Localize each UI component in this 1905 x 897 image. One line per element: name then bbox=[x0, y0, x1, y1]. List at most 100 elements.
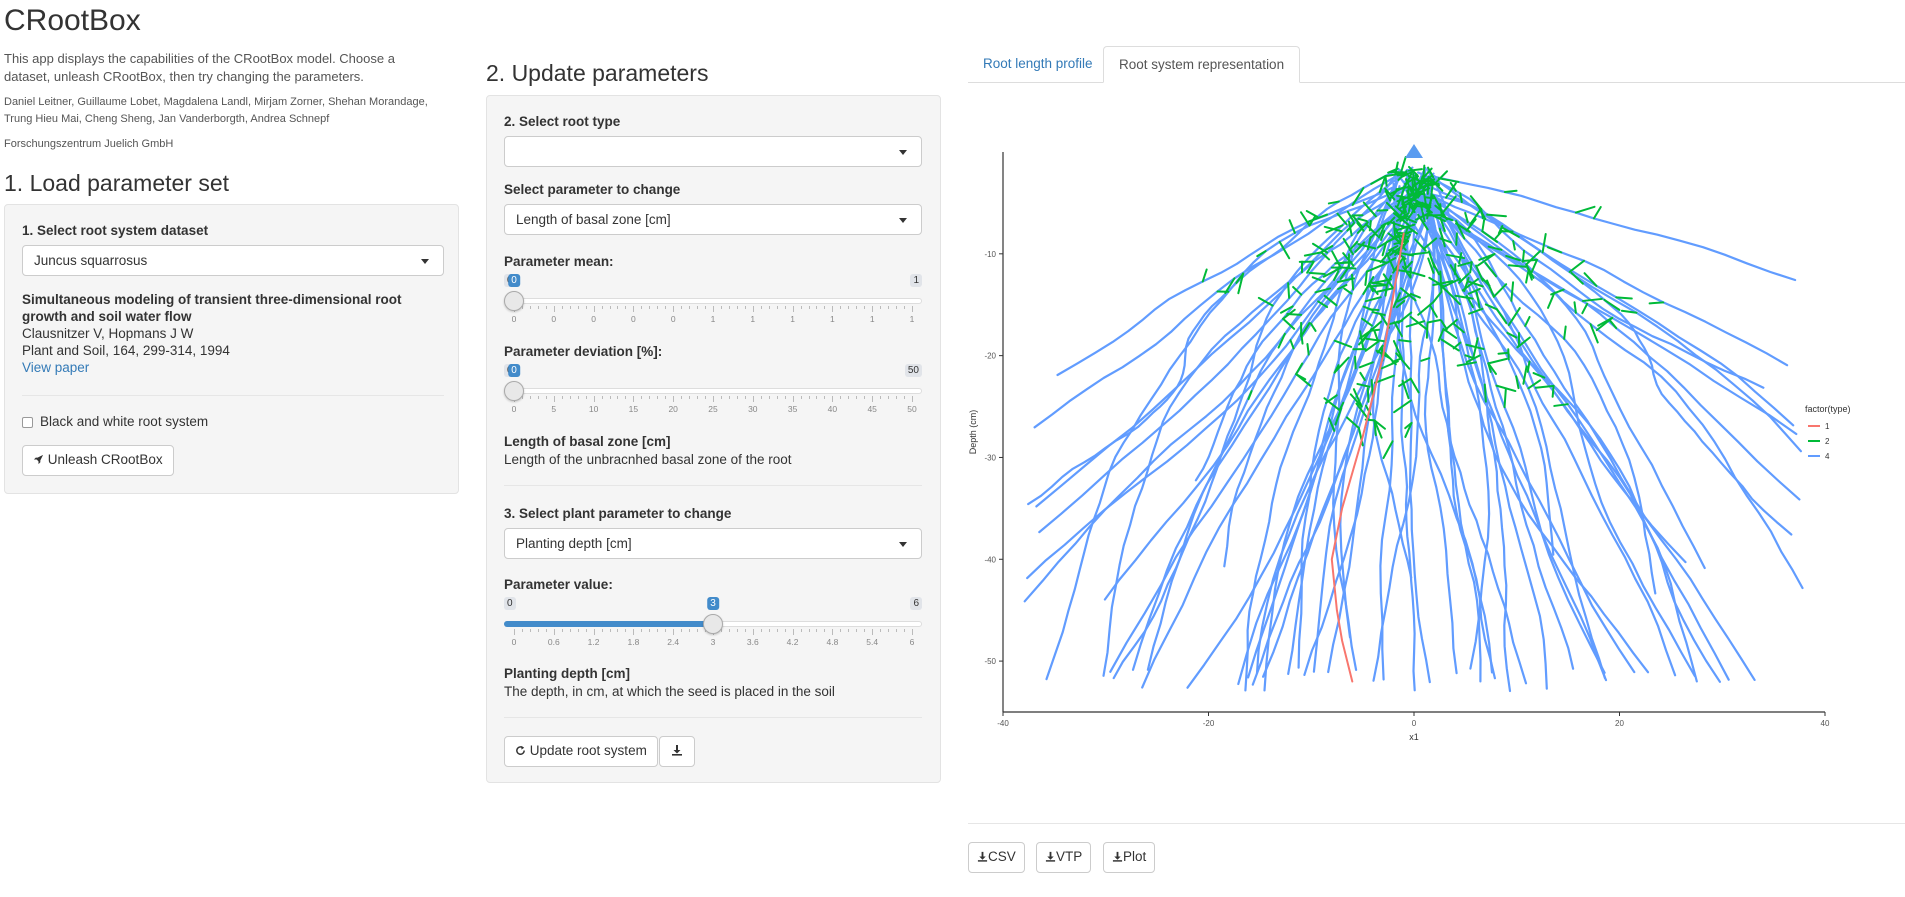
root-lateral-type2 bbox=[1432, 290, 1443, 304]
download-plot-button[interactable]: Plot bbox=[1103, 842, 1156, 873]
root-lateral-type2 bbox=[1527, 379, 1542, 390]
slider-tick bbox=[752, 396, 754, 402]
root-lateral-type2 bbox=[1432, 280, 1454, 287]
slider-tick bbox=[912, 396, 913, 402]
slider-minor-tick bbox=[545, 306, 547, 309]
tab-root-system-representation[interactable]: Root system representation bbox=[1103, 46, 1301, 83]
app-title: CRootBox bbox=[4, 4, 141, 37]
root-lateral-type2 bbox=[1308, 271, 1326, 276]
root-branch-type4 bbox=[1035, 175, 1436, 508]
root-lateral-type2 bbox=[1355, 402, 1370, 421]
root-lateral-type2 bbox=[1475, 264, 1484, 282]
root-lateral-type2 bbox=[1282, 317, 1296, 330]
root-lateral-type2 bbox=[1397, 311, 1413, 324]
root-lateral-type2 bbox=[1541, 232, 1547, 254]
slider-tick-label: 0 bbox=[511, 404, 517, 414]
slider-minor-tick bbox=[800, 396, 802, 399]
root-lateral-type2 bbox=[1583, 272, 1598, 287]
download-label: Plot bbox=[1123, 849, 1147, 864]
root-lateral-type2 bbox=[1412, 202, 1432, 207]
root-lateral-type2 bbox=[1419, 203, 1426, 223]
root-lateral-type2 bbox=[1452, 341, 1462, 350]
root-lateral-type2 bbox=[1438, 227, 1446, 248]
root-lateral-type2 bbox=[1534, 384, 1555, 389]
slider-minor-tick bbox=[697, 306, 699, 309]
slider-track[interactable] bbox=[504, 298, 922, 304]
root-lateral-type2 bbox=[1381, 242, 1387, 257]
param-select[interactable]: Length of basal zone [cm] bbox=[504, 204, 922, 235]
slider-minor-tick bbox=[848, 306, 850, 309]
root-lateral-type2 bbox=[1356, 382, 1371, 388]
slider-tick-label: 1 bbox=[830, 314, 835, 324]
slider-minor-tick bbox=[888, 306, 890, 309]
paper-journal: Plant and Soil, 164, 299-314, 1994 bbox=[22, 343, 230, 358]
root-lateral-type2 bbox=[1334, 407, 1343, 426]
slider-max-label: 50 bbox=[904, 364, 922, 377]
slider-handle[interactable] bbox=[504, 291, 524, 311]
root-lateral-type2 bbox=[1417, 183, 1428, 198]
root-lateral-type2 bbox=[1288, 219, 1296, 234]
slider-tick-label: 0 bbox=[511, 314, 517, 324]
mean-slider[interactable]: 01000000111111 bbox=[504, 274, 922, 334]
plant-param-label: 3. Select plant parameter to change bbox=[504, 506, 732, 521]
download-vtp-button[interactable]: VTP bbox=[1036, 842, 1092, 873]
root-lateral-type2 bbox=[1354, 355, 1357, 370]
unleash-button[interactable]: Unleash CRootBox bbox=[22, 445, 174, 476]
root-lateral-type2 bbox=[1395, 268, 1412, 274]
root-lateral-type2 bbox=[1442, 195, 1457, 214]
plant-desc-title: Planting depth [cm] bbox=[504, 666, 630, 681]
slider-minor-tick bbox=[880, 629, 882, 632]
slider-tick-label: 0 bbox=[591, 314, 596, 324]
root-lateral-type2 bbox=[1364, 404, 1372, 416]
legend-label: 4 bbox=[1825, 452, 1830, 461]
view-paper-link[interactable]: View paper bbox=[22, 360, 90, 375]
section-update-title: 2. Update parameters bbox=[486, 60, 709, 86]
root-lateral-type2 bbox=[1395, 299, 1406, 309]
slider-minor-tick bbox=[856, 396, 858, 399]
slider-tick-label: 2.4 bbox=[667, 637, 680, 647]
download-csv-button[interactable]: CSV bbox=[968, 842, 1025, 873]
slider-minor-tick bbox=[665, 629, 667, 632]
slider-tick bbox=[832, 396, 834, 402]
dataset-select[interactable]: Juncus squarrosus bbox=[22, 245, 444, 276]
slider-handle[interactable] bbox=[703, 614, 723, 634]
root-lateral-type2 bbox=[1376, 344, 1384, 354]
slider-minor-tick bbox=[864, 629, 866, 632]
download-params-button[interactable] bbox=[659, 736, 695, 767]
slider-minor-tick bbox=[904, 396, 906, 399]
root-lateral-type2 bbox=[1415, 180, 1426, 192]
update-root-button[interactable]: Update root system bbox=[504, 736, 658, 767]
root-lateral-type2 bbox=[1392, 221, 1397, 240]
slider-minor-tick bbox=[736, 396, 738, 399]
root-lateral-type2 bbox=[1373, 419, 1386, 430]
tab-root-length-profile[interactable]: Root length profile bbox=[983, 56, 1093, 71]
slider-track[interactable] bbox=[504, 388, 922, 394]
slider-tick-label: 1.2 bbox=[587, 637, 600, 647]
value-slider[interactable]: 0 6 3 0 0.6 1.2 1.8 2.4 3 3.6 4.2 4.8 5.4 6 bbox=[504, 597, 922, 657]
mean-slider-label: Parameter mean: bbox=[504, 254, 614, 269]
root-lateral-type2 bbox=[1282, 308, 1296, 320]
root-lateral-type2 bbox=[1581, 297, 1603, 302]
x-tick-label: 40 bbox=[1821, 719, 1830, 728]
root-lateral-type2 bbox=[1472, 337, 1479, 360]
root-lateral-type2 bbox=[1547, 291, 1556, 309]
slider-tick-label: 0.6 bbox=[547, 637, 560, 647]
slider-minor-tick bbox=[768, 396, 770, 399]
slider-minor-tick bbox=[569, 629, 571, 632]
root-lateral-type2 bbox=[1356, 221, 1369, 234]
bw-checkbox[interactable] bbox=[22, 417, 33, 428]
root-type-select[interactable] bbox=[504, 136, 922, 167]
slider-minor-tick bbox=[545, 396, 547, 399]
root-lateral-type2 bbox=[1589, 323, 1599, 344]
slider-minor-tick bbox=[896, 306, 898, 309]
root-lateral-type2 bbox=[1364, 340, 1380, 352]
slider-handle[interactable] bbox=[504, 381, 524, 401]
dev-slider[interactable]: 050005101520253035404550 bbox=[504, 364, 922, 424]
slider-minor-tick bbox=[880, 396, 882, 399]
slider-tick-label: 0 bbox=[631, 314, 636, 324]
root-lateral-type2 bbox=[1464, 211, 1469, 224]
root-lateral-type2 bbox=[1525, 250, 1542, 266]
plant-param-select[interactable]: Planting depth [cm] bbox=[504, 528, 922, 559]
root-lateral-type2 bbox=[1368, 282, 1374, 293]
divider bbox=[504, 717, 922, 718]
